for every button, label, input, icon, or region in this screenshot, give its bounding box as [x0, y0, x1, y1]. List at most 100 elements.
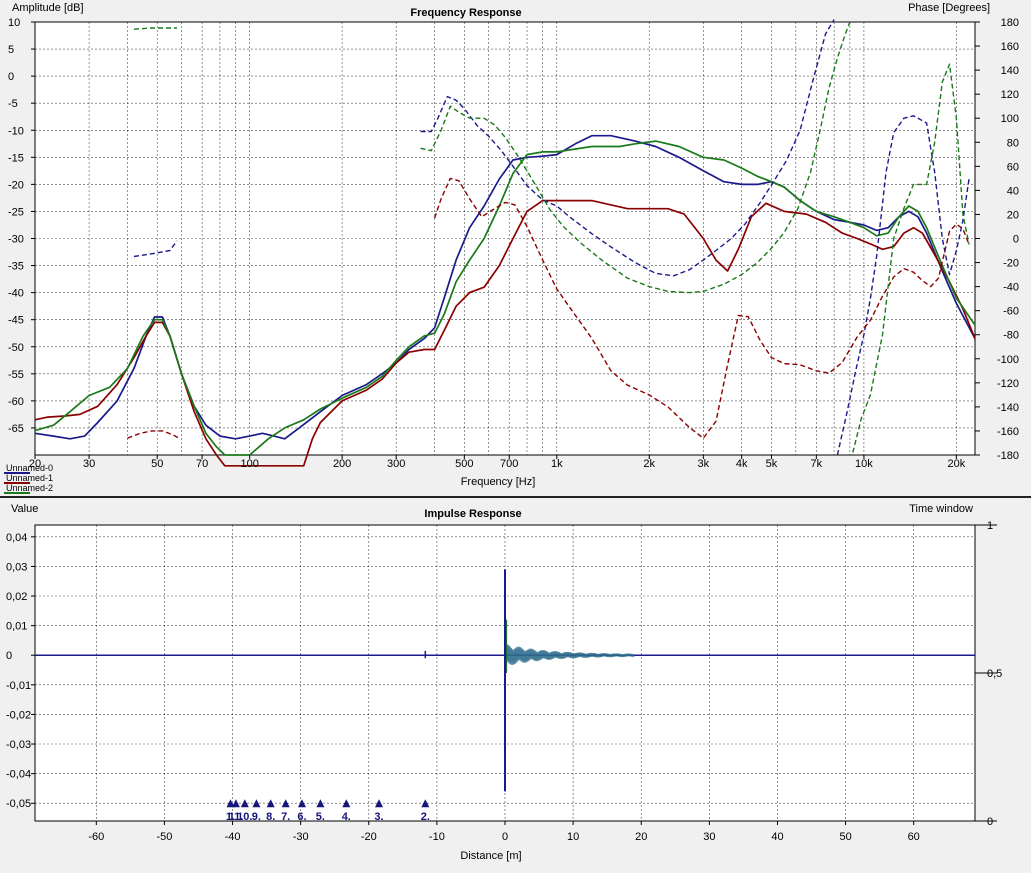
- ir-y-tick-label: 0: [6, 650, 12, 662]
- fr-series-line: [133, 240, 178, 258]
- fr-y-tick-label: -15: [8, 152, 24, 164]
- ir-markers: 1.11.10. 9. 8. 7. 6. 5. 4. 3. 2.: [226, 799, 430, 823]
- fr-y-tick-label: -5: [8, 98, 18, 110]
- ir-marker-label: 2.: [421, 811, 430, 823]
- fr-series-line: [852, 63, 970, 453]
- fr-x-tick-label: 700: [500, 458, 518, 470]
- fr-x-tick-label: 300: [387, 458, 405, 470]
- fr-y2-tick-label: 80: [1007, 137, 1019, 149]
- fr-y2-tick-label: -80: [1003, 330, 1019, 342]
- chart-divider: [0, 496, 1031, 498]
- fr-y2-tick-label: -180: [997, 450, 1019, 462]
- fr-y2-tick-label: 140: [1001, 65, 1019, 77]
- fr-x-tick-label: 30: [83, 458, 95, 470]
- ir-marker-triangle: [281, 799, 290, 808]
- ir-x-tick-label: -40: [225, 831, 241, 843]
- fr-series-group: [34, 19, 976, 467]
- ir-series-group: [35, 569, 975, 792]
- fr-y-tick-label: -45: [8, 315, 24, 327]
- fr-y-tick-label: -50: [8, 342, 24, 354]
- ir-x-tick-label: -20: [361, 831, 377, 843]
- fr-y2-tick-label: -140: [997, 402, 1019, 414]
- fr-y2-tick-label: 60: [1007, 161, 1019, 173]
- fr-y-tick-label: -35: [8, 261, 24, 273]
- ir-marker-label: 1.: [226, 811, 235, 823]
- fr-axes: 1050-5-10-15-20-25-30-35-40-45-50-55-60-…: [8, 17, 1019, 470]
- fr-y-tick-label: 10: [8, 17, 20, 29]
- ir-marker-triangle: [226, 799, 235, 808]
- fr-y2-tick-label: -40: [1003, 282, 1019, 294]
- ir-y-tick-label: -0,01: [6, 680, 31, 692]
- fr-y-tick-label: -40: [8, 288, 24, 300]
- fr-y2-tick-label: 160: [1001, 41, 1019, 53]
- ir-x-tick-label: -60: [88, 831, 104, 843]
- ir-decay-trace: [506, 644, 635, 666]
- fr-series-line: [420, 19, 835, 277]
- fr-y2-tick-label: 100: [1001, 113, 1019, 125]
- ir-marker-label: 7.: [281, 811, 290, 823]
- ir-y2-tick-label: 0: [987, 816, 993, 828]
- ir-x-tick-label: 30: [703, 831, 715, 843]
- ir-marker-triangle: [375, 799, 383, 808]
- ir-x-tick-label: 60: [908, 831, 920, 843]
- fr-y2-tick-label: 180: [1001, 17, 1019, 29]
- ir-marker-label: 8.: [266, 811, 275, 823]
- ir-marker-triangle: [266, 799, 275, 808]
- ir-marker-triangle: [298, 799, 306, 808]
- ir-x-tick-label: -30: [293, 831, 309, 843]
- ir-axes: 0,04 0,03 0,02 0,01 0 -0,01 -0,02 -0,03 -0,04 -0,…: [6, 520, 1002, 843]
- fr-x-tick-label: 70: [196, 458, 208, 470]
- ir-y-tick-label: -0,02: [6, 709, 31, 721]
- ir-marker-triangle: [421, 799, 430, 808]
- fr-x-tick-label: 200: [333, 458, 351, 470]
- ir-y-axis-label: Value: [11, 503, 38, 515]
- fr-series-line: [420, 21, 851, 294]
- fr-y2-tick-label: 20: [1007, 209, 1019, 221]
- ir-marker-triangle: [316, 799, 325, 808]
- fr-series-line: [433, 177, 970, 439]
- ir-marker-triangle: [240, 799, 249, 808]
- ir-marker-label: 3.: [374, 811, 383, 823]
- ir-marker-triangle: [342, 799, 351, 808]
- ir-x-tick-label: -50: [156, 831, 172, 843]
- ir-y-tick-label: -0,03: [6, 739, 31, 751]
- fr-x-tick-label: 3k: [698, 458, 710, 470]
- fr-x-tick-label: 500: [455, 458, 473, 470]
- fr-x-tick-label: 20k: [947, 458, 965, 470]
- fr-series-line: [127, 430, 180, 439]
- impulse-response-chart: 0,04 0,03 0,02 0,01 0 -0,01 -0,02 -0,03 -0,04 -0,…: [6, 503, 1002, 862]
- ir-y-tick-label: 0,04: [6, 532, 27, 544]
- fr-y-axis-label: Amplitude [dB]: [12, 2, 84, 14]
- ir-marker-label: 11.: [229, 811, 244, 823]
- fr-x-tick-label: 4k: [736, 458, 748, 470]
- ir-y-tick-label: -0,04: [6, 769, 31, 781]
- fr-x-tick-label: 7k: [811, 458, 823, 470]
- ir-title: Impulse Response: [424, 508, 521, 520]
- fr-y2-tick-label: 120: [1001, 89, 1019, 101]
- fr-y2-axis-label: Phase [Degrees]: [908, 2, 990, 14]
- fr-y-tick-label: -60: [8, 396, 24, 408]
- ir-y-tick-label: 0,02: [6, 591, 27, 603]
- ir-x-tick-label: 50: [839, 831, 851, 843]
- fr-y-tick-label: -30: [8, 234, 24, 246]
- fr-x-tick-label: 50: [151, 458, 163, 470]
- ir-marker-label: 6.: [297, 811, 306, 823]
- fr-y-tick-label: 5: [8, 44, 14, 56]
- ir-y-tick-label: 0,03: [6, 561, 27, 573]
- ir-y-tick-label: -0,05: [6, 798, 31, 810]
- ir-y-tick-label: 0,01: [6, 621, 27, 633]
- ir-marker-triangle: [231, 799, 240, 808]
- ir-y2-axis-label: Time window: [909, 503, 973, 515]
- ir-x-tick-label: 10: [567, 831, 579, 843]
- fr-y-tick-label: -65: [8, 423, 24, 435]
- fr-legend-label: Unnamed-1: [6, 473, 53, 483]
- fr-y-tick-label: -10: [8, 125, 24, 137]
- fr-x-axis-label: Frequency [Hz]: [461, 476, 536, 488]
- fr-y2-tick-label: -160: [997, 426, 1019, 438]
- ir-y2-tick-label: 0,5: [987, 668, 1002, 680]
- fr-legend-label: Unnamed-0: [6, 463, 53, 473]
- fr-y-tick-label: -25: [8, 206, 24, 218]
- fr-y2-tick-label: -60: [1003, 306, 1019, 318]
- fr-y2-tick-label: 0: [1013, 234, 1019, 246]
